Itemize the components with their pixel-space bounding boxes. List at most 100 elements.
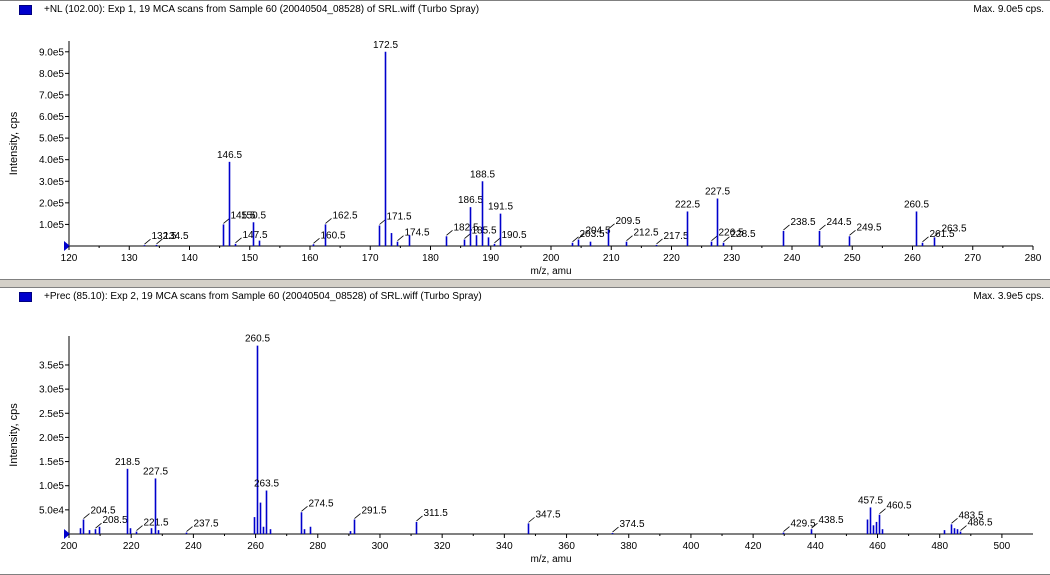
peak-label: 457.5 bbox=[858, 495, 883, 506]
peak-label: 217.5 bbox=[664, 231, 689, 242]
peak-label: 374.5 bbox=[620, 519, 645, 530]
y-tick-label: 1.5e5 bbox=[39, 457, 64, 468]
x-tick-label: 130 bbox=[121, 253, 138, 264]
x-tick-label: 170 bbox=[362, 253, 379, 264]
panel-1-max-intensity: Max. 9.0e5 cps. bbox=[973, 4, 1044, 15]
peak-label-leader bbox=[711, 235, 718, 241]
peak-label: 171.5 bbox=[387, 212, 412, 223]
peak-label: 150.5 bbox=[241, 210, 266, 221]
peak-label: 263.5 bbox=[942, 223, 967, 234]
peak-label: 291.5 bbox=[362, 506, 387, 517]
spectrum-chart-1[interactable]: 120 130 140 150 160 170 180 190 200 210 220 230 240 2… bbox=[0, 1, 1050, 279]
x-tick-label: 420 bbox=[745, 541, 762, 552]
peak-label: 134.5 bbox=[164, 231, 189, 242]
x-tick-label: 220 bbox=[663, 253, 680, 264]
spectrum-chart-2[interactable]: 200 220 240 260 280 300 320 340 360 380 400 420 440 4… bbox=[0, 288, 1050, 574]
peak-label: 260.5 bbox=[904, 199, 929, 210]
x-tick-label: 200 bbox=[543, 253, 560, 264]
peak-label-leader bbox=[446, 229, 453, 236]
peak-label: 145.5 bbox=[231, 210, 256, 221]
y-tick-label: 2.0e5 bbox=[39, 198, 64, 209]
y-tick-label: 1.0e5 bbox=[39, 220, 64, 231]
peak-label: 174.5 bbox=[405, 228, 430, 239]
peak-label-leader bbox=[83, 513, 90, 519]
x-tick-label: 230 bbox=[723, 253, 740, 264]
peak-label-leader bbox=[397, 235, 404, 241]
peak-label-leader bbox=[528, 517, 535, 523]
x-tick-label: 210 bbox=[603, 253, 620, 264]
panel-1-title: +NL (102.00): Exp 1, 19 MCA scans from S… bbox=[44, 4, 480, 15]
peak-label-leader bbox=[144, 238, 151, 245]
spectrum-panel-1: +NL (102.00): Exp 1, 19 MCA scans from S… bbox=[0, 0, 1050, 280]
x-tick-label: 220 bbox=[123, 541, 140, 552]
x-tick-label: 300 bbox=[372, 541, 389, 552]
panel-1-titlebar: +NL (102.00): Exp 1, 19 MCA scans from S… bbox=[0, 1, 1050, 19]
peak-label: 209.5 bbox=[616, 216, 641, 227]
peak-label: 226.5 bbox=[719, 228, 744, 239]
peak-label-leader bbox=[819, 224, 826, 231]
baseline-marker-icon bbox=[64, 241, 70, 251]
peak-label-leader bbox=[313, 237, 320, 244]
peak-label: 274.5 bbox=[309, 498, 334, 509]
peak-label: 438.5 bbox=[819, 515, 844, 526]
peak-label: 185.5 bbox=[472, 226, 497, 237]
peak-label: 347.5 bbox=[536, 509, 561, 520]
x-tick-label: 180 bbox=[422, 253, 439, 264]
x-tick-label: 240 bbox=[784, 253, 801, 264]
peak-label: 147.5 bbox=[243, 230, 268, 241]
peak-label-leader bbox=[612, 526, 619, 533]
peak-label: 172.5 bbox=[373, 40, 398, 51]
peak-label: 249.5 bbox=[857, 222, 882, 233]
peak-label: 182.5 bbox=[454, 222, 479, 233]
peak-label: 218.5 bbox=[115, 457, 140, 468]
x-tick-label: 380 bbox=[620, 541, 637, 552]
panel-1-color-swatch-icon[interactable] bbox=[19, 5, 32, 15]
peak-label: 228.5 bbox=[731, 229, 756, 240]
panel-2-color-swatch-icon[interactable] bbox=[19, 292, 32, 302]
peak-label-leader bbox=[578, 233, 585, 239]
peak-label-leader bbox=[235, 237, 242, 244]
panel-2-title: +Prec (85.10): Exp 2, 19 MCA scans from … bbox=[44, 291, 482, 302]
baseline-marker-icon bbox=[64, 529, 70, 539]
peak-label: 222.5 bbox=[675, 199, 700, 210]
peak-label-leader bbox=[934, 231, 941, 237]
peak-label-leader bbox=[301, 505, 308, 512]
x-tick-label: 200 bbox=[61, 541, 78, 552]
peak-label-leader bbox=[811, 522, 818, 529]
peak-label: 208.5 bbox=[103, 515, 128, 526]
peak-label-leader bbox=[223, 218, 230, 224]
y-tick-label: 2.5e5 bbox=[39, 409, 64, 420]
peak-label: 483.5 bbox=[959, 510, 984, 521]
y-tick-label: 7.0e5 bbox=[39, 90, 64, 101]
y-axis-label: Intensity, cps bbox=[8, 403, 20, 467]
peak-label: 186.5 bbox=[458, 195, 483, 206]
peak-label-leader bbox=[416, 515, 423, 522]
panel-2-titlebar: +Prec (85.10): Exp 2, 19 MCA scans from … bbox=[0, 288, 1050, 306]
y-axis-label: Intensity, cps bbox=[8, 111, 20, 175]
peak-label-leader bbox=[572, 236, 579, 243]
panel-2-max-intensity: Max. 3.9e5 cps. bbox=[973, 291, 1044, 302]
x-tick-label: 270 bbox=[964, 253, 981, 264]
x-tick-label: 400 bbox=[683, 541, 700, 552]
peak-label: 260.5 bbox=[245, 334, 270, 345]
peak-label-leader bbox=[783, 526, 790, 532]
y-tick-label: 6.0e5 bbox=[39, 112, 64, 123]
peak-label: 188.5 bbox=[470, 169, 495, 180]
peak-label: 261.5 bbox=[930, 229, 955, 240]
y-tick-label: 2.0e5 bbox=[39, 433, 64, 444]
x-axis-label: m/z, amu bbox=[530, 554, 571, 565]
peak-label-leader bbox=[379, 219, 386, 225]
peak-label-leader bbox=[494, 237, 501, 244]
spectrum-panel-2: +Prec (85.10): Exp 2, 19 MCA scans from … bbox=[0, 287, 1050, 575]
x-tick-label: 480 bbox=[931, 541, 948, 552]
x-tick-label: 140 bbox=[181, 253, 198, 264]
x-axis-label: m/z, amu bbox=[530, 266, 571, 277]
peak-label: 190.5 bbox=[502, 230, 527, 241]
x-tick-label: 260 bbox=[904, 253, 921, 264]
peak-label: 429.5 bbox=[791, 519, 816, 530]
peak-label: 191.5 bbox=[488, 202, 513, 213]
peak-label-leader bbox=[325, 218, 332, 224]
x-tick-label: 150 bbox=[241, 253, 258, 264]
x-tick-label: 320 bbox=[434, 541, 451, 552]
y-tick-label: 4.0e5 bbox=[39, 155, 64, 166]
